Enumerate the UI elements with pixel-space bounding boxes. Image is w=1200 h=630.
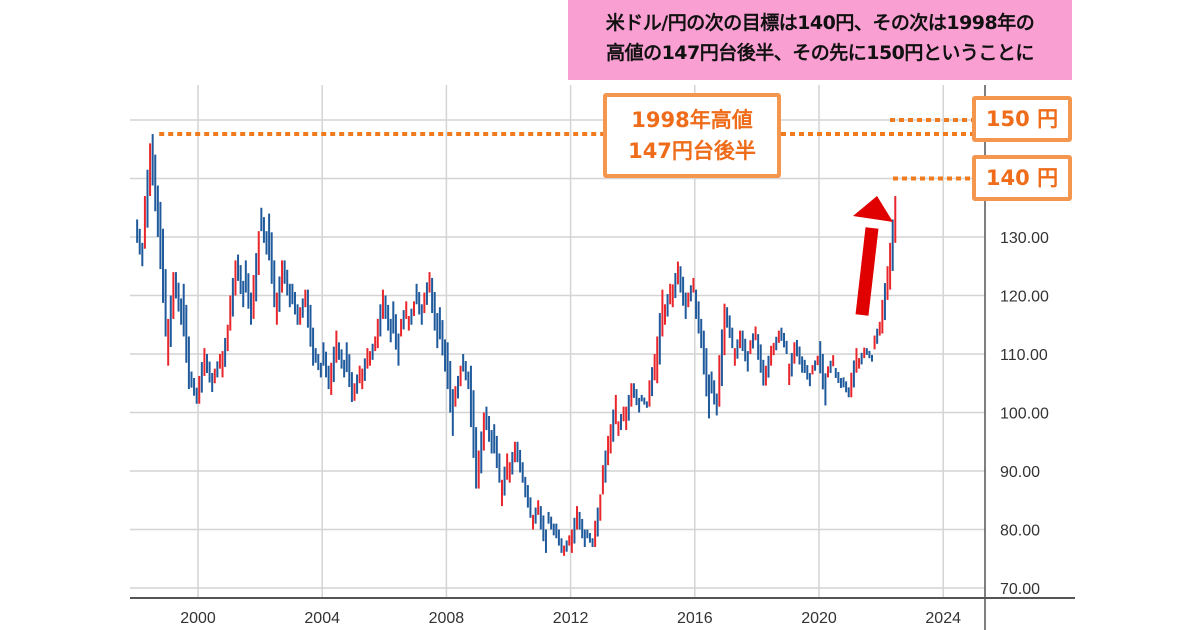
headline-line-2: 高値の147円台後半、その先に150円ということに: [606, 42, 1034, 64]
arrow-head: [853, 196, 893, 222]
x-tick-label: 2000: [180, 610, 216, 627]
y-tick-label: 70.00: [1000, 581, 1040, 598]
x-tick-label: 2008: [429, 610, 465, 627]
high-1998-value: 147円台後半: [628, 139, 756, 163]
headline-line-1: 米ドル/円の次の目標は140円、その次は1998年の: [605, 12, 1035, 34]
y-tick-label: 130.00: [1000, 230, 1049, 247]
high-1998-callout: 1998年高値 147円台後半: [603, 93, 781, 178]
x-tick-label: 2016: [677, 610, 713, 627]
x-tick-label: 2024: [925, 610, 961, 627]
headline-banner: 米ドル/円の次の目標は140円、その次は1998年の 高値の147円台後半、その…: [568, 0, 1072, 80]
high-1998-label: 1998年高値: [631, 108, 753, 132]
up-arrow-icon: [853, 196, 893, 316]
y-tick-label: 90.00: [1000, 464, 1040, 481]
y-tick-label: 110.00: [1000, 347, 1048, 364]
axes: 2000 2004 2008 2012 2016 2020 2024 70.00 80.00 90…: [130, 85, 1075, 630]
target-150-callout: 150 円: [972, 96, 1072, 142]
grid: [130, 85, 985, 598]
reference-lines: [159, 118, 972, 181]
y-tick-label: 80.00: [1000, 523, 1040, 540]
target-140-callout: 140 円: [972, 155, 1072, 201]
target-140-label: 140 円: [985, 166, 1059, 190]
y-tick-label: 120.00: [1000, 289, 1049, 306]
x-tick-label: 2004: [304, 610, 340, 627]
y-tick-label: 100.00: [1000, 406, 1049, 423]
x-tick-label: 2020: [801, 610, 837, 627]
target-150-label: 150 円: [985, 107, 1059, 131]
x-tick-label: 2012: [553, 610, 589, 627]
arrow-shaft: [855, 227, 879, 316]
price-bars: [136, 134, 897, 556]
